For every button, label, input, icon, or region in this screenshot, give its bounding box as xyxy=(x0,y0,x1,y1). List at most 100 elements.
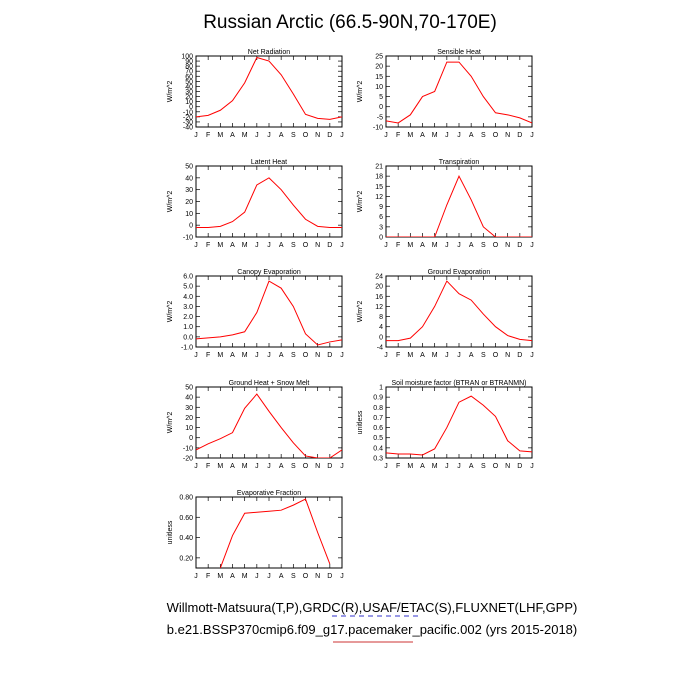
y-tick-label: 20 xyxy=(375,284,383,291)
x-tick-label: F xyxy=(206,463,210,470)
x-tick-label: J xyxy=(340,132,344,139)
y-tick-label: 90 xyxy=(185,59,193,66)
series-line xyxy=(196,177,342,229)
series-line xyxy=(196,280,342,346)
x-tick-label: J xyxy=(267,463,271,470)
y-tick-label: 24 xyxy=(375,274,383,281)
x-tick-label: F xyxy=(206,352,210,359)
x-tick-label: S xyxy=(481,242,486,249)
y-axis-label: W/m^2 xyxy=(167,301,174,323)
y-tick-label: -10 xyxy=(373,125,383,132)
x-tick-label: F xyxy=(206,242,210,249)
y-tick-label: 60 xyxy=(185,74,193,81)
x-tick-label: M xyxy=(432,463,438,470)
y-tick-label: 0.60 xyxy=(179,515,193,522)
x-tick-label: J xyxy=(267,242,271,249)
x-tick-label: A xyxy=(420,463,425,470)
y-tick-label: 0.40 xyxy=(179,535,193,542)
y-tick-label: 50 xyxy=(185,79,193,86)
x-tick-label: M xyxy=(217,573,223,580)
y-axis-label: W/m^2 xyxy=(167,412,174,434)
figure-title: Russian Arctic (66.5-90N,70-170E) xyxy=(203,12,497,33)
y-tick-label: 16 xyxy=(375,294,383,301)
series-line xyxy=(386,174,532,237)
y-tick-label: 30 xyxy=(185,405,193,412)
x-tick-label: J xyxy=(457,463,461,470)
x-tick-label: D xyxy=(327,463,332,470)
x-tick-label: M xyxy=(217,242,223,249)
y-tick-label: -1.0 xyxy=(181,345,193,352)
x-tick-label: F xyxy=(206,132,210,139)
footer-line-1: Willmott-Matsuura(T,P),GRDC(R),USAF/ETAC… xyxy=(167,600,578,615)
x-tick-label: J xyxy=(340,573,344,580)
x-tick-label: F xyxy=(206,573,210,580)
y-tick-label: 1 xyxy=(379,385,383,392)
y-tick-label: 3 xyxy=(379,224,383,231)
y-tick-label: 0.80 xyxy=(179,495,193,502)
y-tick-label: 0 xyxy=(379,334,383,341)
series-line xyxy=(196,393,342,458)
x-tick-label: J xyxy=(267,132,271,139)
x-tick-label: J xyxy=(530,242,534,249)
x-tick-label: M xyxy=(217,352,223,359)
x-tick-label: J xyxy=(267,573,271,580)
y-tick-label: 10 xyxy=(375,84,383,91)
x-tick-label: N xyxy=(505,242,510,249)
y-tick-label: 6 xyxy=(379,214,383,221)
x-tick-label: J xyxy=(445,463,449,470)
y-tick-label: -40 xyxy=(183,125,193,132)
y-tick-label: -10 xyxy=(183,235,193,242)
y-tick-label: 0.4 xyxy=(373,445,383,452)
x-tick-label: S xyxy=(291,352,296,359)
x-tick-label: J xyxy=(384,132,388,139)
y-tick-label: 0 xyxy=(189,435,193,442)
y-tick-label: -10 xyxy=(183,109,193,116)
x-tick-label: O xyxy=(303,242,309,249)
x-tick-label: M xyxy=(407,352,413,359)
x-tick-label: N xyxy=(315,463,320,470)
y-tick-label: 0.0 xyxy=(183,334,193,341)
x-tick-label: J xyxy=(255,352,259,359)
x-tick-label: O xyxy=(493,242,499,249)
x-tick-label: J xyxy=(255,242,259,249)
x-tick-label: D xyxy=(517,463,522,470)
x-tick-label: J xyxy=(255,463,259,470)
x-tick-label: M xyxy=(407,132,413,139)
plot-frame xyxy=(195,496,343,569)
x-tick-label: F xyxy=(396,242,400,249)
y-tick-label: 0.5 xyxy=(373,435,383,442)
x-tick-label: J xyxy=(267,352,271,359)
x-tick-label: M xyxy=(432,242,438,249)
panel-title: Ground Heat + Snow Melt xyxy=(229,380,310,387)
x-tick-label: J xyxy=(194,352,198,359)
x-tick-label: M xyxy=(407,463,413,470)
plot-frame xyxy=(195,386,343,459)
y-tick-label: 5.0 xyxy=(183,284,193,291)
y-tick-label: -30 xyxy=(183,119,193,126)
y-tick-label: 40 xyxy=(185,395,193,402)
x-tick-label: M xyxy=(242,463,248,470)
x-tick-label: A xyxy=(469,463,474,470)
y-tick-label: -20 xyxy=(183,114,193,121)
x-tick-label: J xyxy=(384,352,388,359)
x-tick-label: N xyxy=(505,463,510,470)
x-tick-label: J xyxy=(530,463,534,470)
y-tick-label: 0.7 xyxy=(373,415,383,422)
series-line xyxy=(386,395,532,456)
y-tick-label: 3.0 xyxy=(183,304,193,311)
x-tick-label: A xyxy=(420,132,425,139)
y-tick-label: 30 xyxy=(185,89,193,96)
x-tick-label: M xyxy=(217,463,223,470)
y-tick-label: 0 xyxy=(379,104,383,111)
x-tick-label: O xyxy=(303,352,309,359)
x-tick-label: J xyxy=(255,132,259,139)
y-tick-label: 1.0 xyxy=(183,324,193,331)
y-tick-label: 0.3 xyxy=(373,456,383,463)
y-tick-label: 5 xyxy=(379,94,383,101)
x-tick-label: M xyxy=(217,132,223,139)
